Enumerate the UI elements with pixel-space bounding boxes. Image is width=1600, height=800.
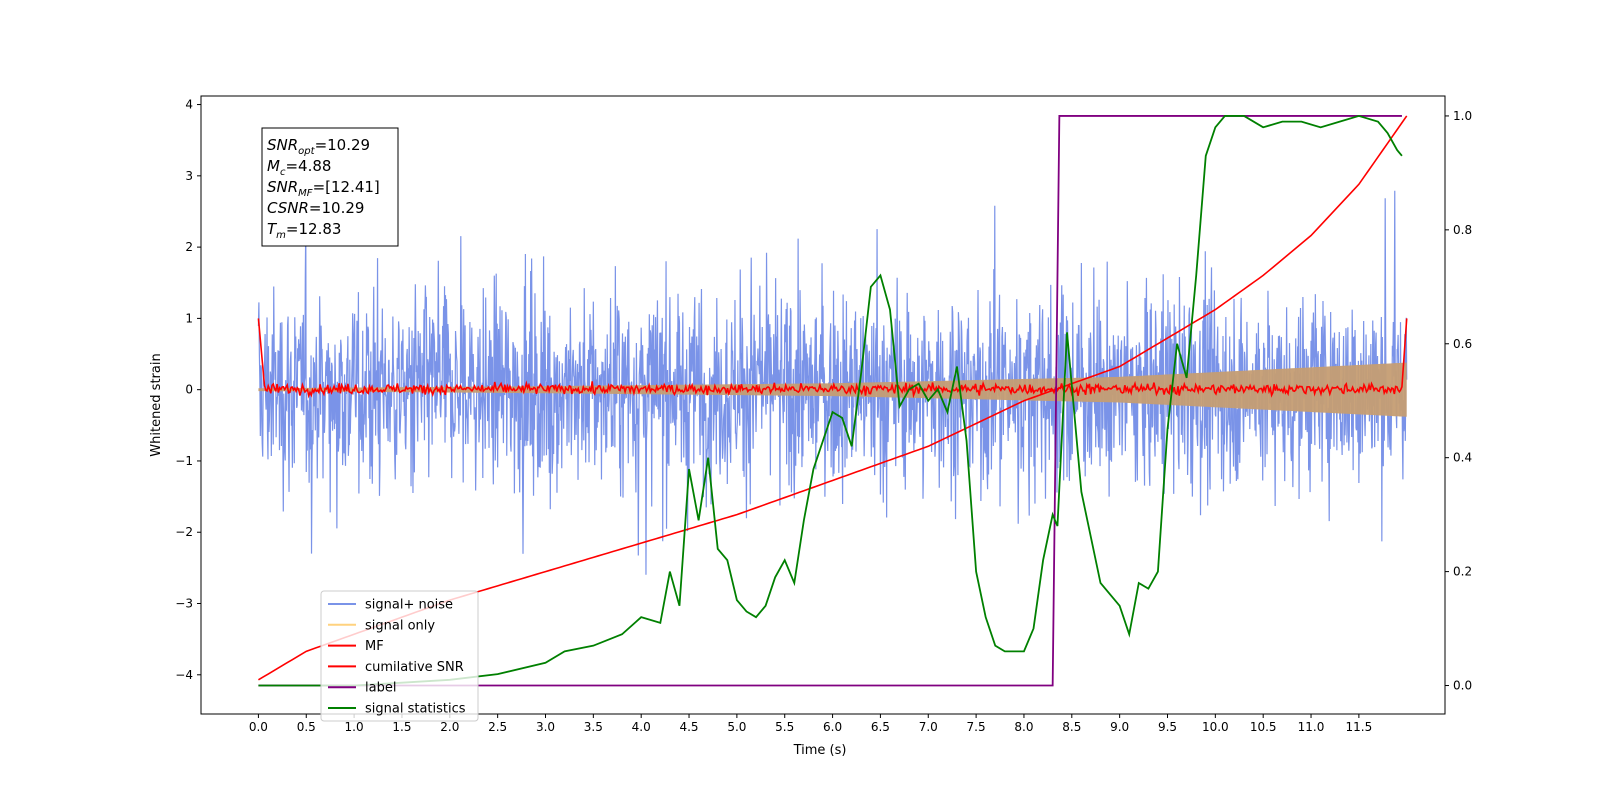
legend-label: label [365, 681, 396, 696]
y2-tick-label: 0.6 [1453, 337, 1472, 351]
x-tick-label: 4.5 [679, 720, 698, 734]
annotation-box: SNRopt=10.29Mc=4.88SNRMF=[12.41]CSNR=10.… [261, 127, 399, 247]
legend-label: MF [365, 639, 384, 654]
signal-noise-line [257, 190, 1408, 575]
legend: signal+ noise signal only MF cumilative SNR… [320, 590, 479, 722]
legend-frame [320, 590, 479, 722]
x-tick-label: 8.0 [1014, 720, 1033, 734]
y-tick-label: 1 [185, 311, 193, 325]
y2-tick-label: 0.0 [1453, 679, 1472, 693]
annotation-line: SNRopt=10.29 [267, 136, 370, 157]
mf-series [257, 318, 1408, 399]
x-tick-label: 2.0 [440, 720, 459, 734]
x-axis: 0.0 0.5 1.0 1.5 2.0 2.5 3.0 3.5 4.0 4.5 5.0 5.5 6.0 6… [249, 714, 1372, 734]
annotation-frame [261, 127, 399, 247]
x-tick-label: 1.0 [345, 720, 364, 734]
x-tick-label: 11.5 [1346, 720, 1373, 734]
signal-statistics-series [258, 115, 1403, 687]
x-tick-label: 10.0 [1202, 720, 1229, 734]
y-tick-label: −3 [175, 597, 193, 611]
x-tick-label: 8.5 [1062, 720, 1081, 734]
x-tick-label: 9.5 [1158, 720, 1177, 734]
legend-label: signal only [365, 618, 435, 633]
x-tick-label: 2.5 [488, 720, 507, 734]
x-tick-label: 1.5 [392, 720, 411, 734]
x-tick-label: 3.0 [536, 720, 555, 734]
plot-frame [200, 95, 1446, 715]
y-tick-label: −4 [175, 668, 193, 682]
y-tick-label: −1 [175, 454, 193, 468]
y-tick-label: 4 [185, 98, 193, 112]
signal-noise-series [257, 190, 1408, 575]
y-axis-right: 0.0 0.2 0.4 0.6 0.8 1.0 [1445, 109, 1472, 693]
y-axis-left: 4 3 2 1 0 −1 −2 −3 −4 [175, 98, 201, 682]
annotation-line: Tm=12.83 [267, 220, 341, 241]
x-tick-label: 7.5 [967, 720, 986, 734]
legend-label: signal+ noise [365, 598, 453, 613]
y-tick-label: 2 [185, 240, 193, 254]
x-tick-label: 5.5 [775, 720, 794, 734]
x-tick-label: 4.0 [632, 720, 651, 734]
x-tick-label: 10.5 [1250, 720, 1277, 734]
legend-label: cumilative SNR [365, 660, 464, 675]
y2-tick-label: 1.0 [1453, 109, 1472, 123]
mf-line [257, 318, 1408, 399]
legend-label: signal statistics [365, 702, 466, 717]
y2-tick-label: 0.2 [1453, 565, 1472, 579]
y-tick-label: 3 [185, 169, 193, 183]
x-tick-label: 7.0 [919, 720, 938, 734]
x-tick-label: 0.5 [297, 720, 316, 734]
y2-tick-label: 0.8 [1453, 223, 1472, 237]
x-axis-label: Time (s) [793, 743, 847, 758]
x-tick-label: 0.0 [249, 720, 268, 734]
annotation-line: CSNR=10.29 [267, 199, 364, 217]
y-tick-label: 0 [185, 383, 193, 397]
annotation-line: SNRMF=[12.41] [267, 178, 380, 199]
signal-statistics-line [258, 115, 1403, 687]
x-tick-label: 5.0 [727, 720, 746, 734]
x-tick-label: 11.0 [1298, 720, 1325, 734]
y-axis-label: Whitened strain [149, 353, 164, 456]
y2-tick-label: 0.4 [1453, 451, 1472, 465]
x-tick-label: 3.5 [584, 720, 603, 734]
x-tick-label: 6.0 [823, 720, 842, 734]
annotation-line: Mc=4.88 [267, 157, 331, 178]
x-tick-label: 9.0 [1110, 720, 1129, 734]
y-tick-label: −2 [175, 525, 193, 539]
x-tick-label: 6.5 [871, 720, 890, 734]
